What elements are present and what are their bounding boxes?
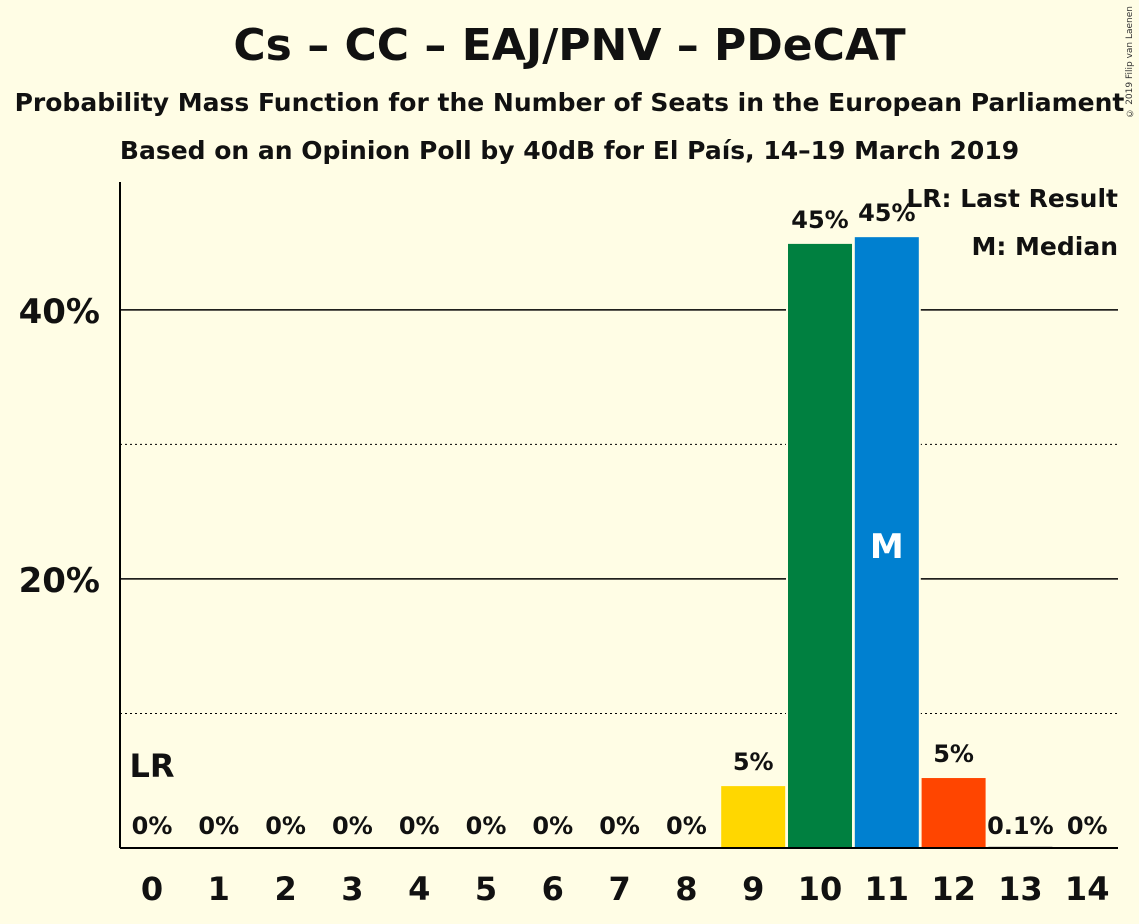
bar-value-label: 0% [132, 812, 173, 840]
bars [719, 235, 1055, 848]
axes: 20%40%0 1 2 3 4 5 6 7 8 9 10 11 12 13 14 [19, 182, 1118, 908]
bar-value-label: 0% [265, 812, 306, 840]
x-tick-label: 10 [798, 870, 843, 908]
bar-value-label: 5% [933, 740, 974, 768]
bar-value-label: 0% [198, 812, 239, 840]
bar-value-label: 45% [791, 206, 848, 234]
last-result-marker: LR [129, 747, 174, 785]
x-tick-label: 0 [141, 870, 163, 908]
x-tick-label: 12 [931, 870, 976, 908]
bar-10 [788, 243, 852, 848]
x-tick-label: 14 [1065, 870, 1110, 908]
x-tick-label: 7 [608, 870, 630, 908]
median-marker: M [870, 527, 904, 567]
bar-value-labels: 0% 0% 0% 0% 0% 0% 0% 0% 0% 5% 45% 45% 5% 0.1% 0% M LR [129, 199, 1107, 840]
legend-last-result: LR: Last Result [906, 184, 1118, 213]
bar-9 [721, 786, 786, 848]
bar-gap [986, 844, 1055, 848]
x-tick-label: 3 [341, 870, 363, 908]
x-tick-label: 4 [408, 870, 430, 908]
legend-median: M: Median [971, 232, 1118, 261]
chart-title: Cs – CC – EAJ/PNV – PDeCAT [233, 20, 906, 71]
x-tick-label: 2 [274, 870, 296, 908]
bar-value-label: 0.1% [987, 812, 1054, 840]
bar-value-label: 0% [1067, 812, 1108, 840]
x-tick-label: 6 [542, 870, 564, 908]
bar-value-label: 0% [532, 812, 573, 840]
chart-subtitle: Probability Mass Function for the Number… [14, 88, 1125, 117]
bar-value-label: 0% [466, 812, 507, 840]
bar-value-label: 45% [858, 199, 915, 227]
x-tick-label: 9 [742, 870, 764, 908]
x-tick-label: 1 [208, 870, 230, 908]
bar-11 [854, 237, 919, 848]
bar-12 [921, 778, 986, 848]
bar-value-label: 0% [399, 812, 440, 840]
y-tick-label: 40% [19, 292, 100, 332]
bar-value-label: 5% [733, 748, 774, 776]
bar-value-label: 0% [666, 812, 707, 840]
x-tick-label: 5 [475, 870, 497, 908]
gridlines [120, 309, 1118, 714]
bar-value-label: 0% [332, 812, 373, 840]
bar-value-label: 0% [599, 812, 640, 840]
x-tick-label: 11 [865, 870, 910, 908]
x-tick-label: 8 [675, 870, 697, 908]
y-tick-label: 20% [19, 561, 100, 601]
chart-source-line: Based on an Opinion Poll by 40dB for El … [119, 136, 1020, 165]
x-tick-label: 13 [998, 870, 1043, 908]
